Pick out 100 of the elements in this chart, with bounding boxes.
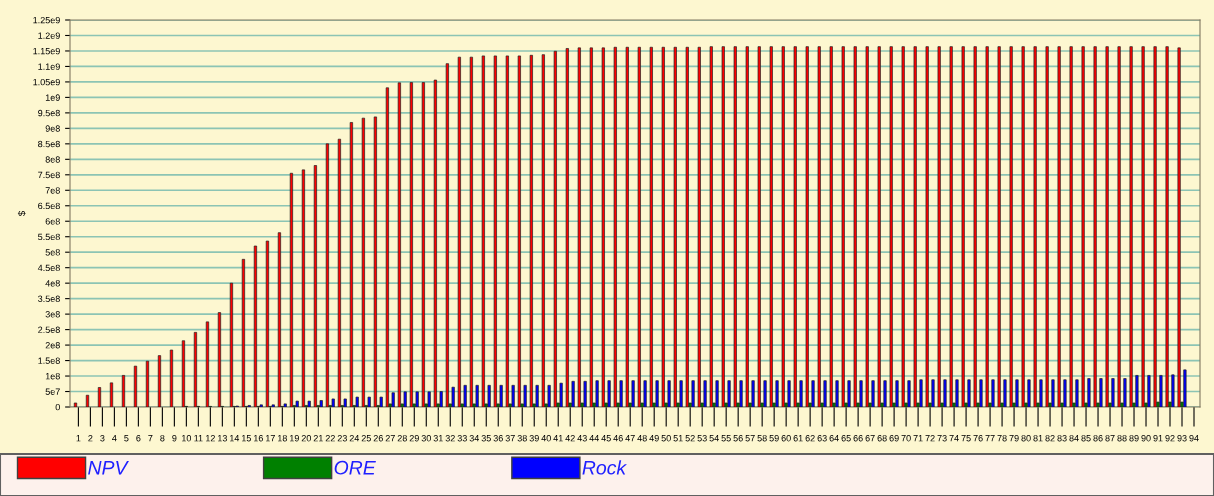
bar <box>169 349 174 407</box>
y-tick-label: 1.1e9 <box>38 63 60 70</box>
y-tick-label: 9.5e8 <box>38 109 60 117</box>
bar <box>349 122 353 407</box>
bar <box>277 232 281 407</box>
bar <box>505 55 509 407</box>
x-tick-label: 32 <box>445 435 455 442</box>
bar <box>337 138 341 407</box>
y-tick-label: 0 <box>55 403 60 411</box>
x-tick-label: 68 <box>877 435 887 442</box>
x-tick-label: 14 <box>230 435 240 442</box>
y-tick-label: 1.05e9 <box>33 78 60 86</box>
bar <box>481 55 485 407</box>
x-tick-label: 94 <box>1189 435 1199 442</box>
x-tick-label: 30 <box>421 435 431 442</box>
bar <box>205 321 210 407</box>
x-tick-label: 70 <box>901 435 911 442</box>
x-tick-label: 41 <box>553 435 563 442</box>
bar <box>985 46 989 407</box>
bar <box>679 380 683 407</box>
bar <box>595 380 599 407</box>
x-tick-label: 85 <box>1081 435 1091 442</box>
x-tick-label: 47 <box>625 435 635 442</box>
bar <box>931 379 935 407</box>
bar <box>469 56 473 407</box>
bar <box>409 82 413 407</box>
bar <box>1033 46 1037 407</box>
x-tick-label: 80 <box>1021 435 1031 442</box>
bar <box>739 380 743 407</box>
bar <box>367 396 371 407</box>
bar <box>487 384 491 407</box>
x-tick-label: 54 <box>709 435 719 442</box>
y-tick-label: 6e8 <box>45 218 60 225</box>
x-tick-label: 76 <box>973 435 983 442</box>
bar <box>1081 46 1085 407</box>
bar <box>1015 379 1019 407</box>
x-tick-label: 75 <box>961 435 971 442</box>
x-tick-label: 31 <box>433 435 443 442</box>
bar <box>613 46 617 407</box>
x-tick-label: 1 <box>76 435 81 442</box>
bar <box>907 380 911 407</box>
x-tick-label: 49 <box>649 435 659 442</box>
bar <box>787 380 791 407</box>
x-tick-label: 55 <box>721 435 731 442</box>
bar <box>157 355 162 407</box>
bar <box>397 82 401 407</box>
x-tick-label: 62 <box>805 435 815 442</box>
y-tick-label: 4.5e8 <box>37 264 60 272</box>
bar <box>871 380 875 407</box>
bar <box>865 46 869 407</box>
bar <box>1045 46 1049 407</box>
x-tick-label: 29 <box>409 435 419 442</box>
bar <box>319 400 323 407</box>
x-tick-label: 34 <box>469 435 480 442</box>
x-tick-label: 86 <box>1093 435 1103 442</box>
bar <box>457 56 461 407</box>
x-tick-label: 42 <box>565 435 575 442</box>
bar <box>181 340 186 407</box>
bar <box>619 380 623 407</box>
x-tick-label: 4 <box>112 435 117 442</box>
bar <box>1021 46 1025 407</box>
bar <box>295 400 299 407</box>
bar <box>391 392 395 407</box>
y-tick-label: 1.5e8 <box>38 357 60 364</box>
bar <box>331 398 335 407</box>
y-tick-label: 8.5e8 <box>38 140 60 148</box>
x-tick-label: 39 <box>529 435 539 442</box>
x-tick-label: 43 <box>577 435 587 442</box>
bar <box>325 143 329 407</box>
bar <box>523 384 527 407</box>
bar <box>1129 46 1133 407</box>
bar <box>529 54 533 407</box>
bar <box>745 46 749 407</box>
bar <box>307 400 311 407</box>
bar <box>403 391 407 407</box>
bar <box>385 87 389 407</box>
bar <box>1057 46 1061 407</box>
bar <box>733 46 737 407</box>
x-tick-label: 8 <box>160 435 165 442</box>
bar <box>583 380 587 407</box>
bar <box>193 332 198 407</box>
bar <box>877 46 881 407</box>
bar <box>577 47 581 407</box>
y-tick-label: 5e7 <box>45 388 60 395</box>
y-tick-label: 1e8 <box>45 373 60 380</box>
bar <box>571 380 575 407</box>
bar <box>769 46 773 407</box>
x-tick-label: 91 <box>1153 435 1163 442</box>
x-tick-label: 6 <box>136 435 141 442</box>
bar <box>703 380 707 407</box>
bar <box>451 386 455 407</box>
bar <box>1171 374 1175 407</box>
x-tick-label: 64 <box>829 435 839 442</box>
bar <box>925 46 929 407</box>
bar <box>361 117 365 407</box>
bar <box>721 46 725 407</box>
bar <box>979 379 983 407</box>
x-tick-label: 88 <box>1117 435 1127 442</box>
bar <box>631 380 635 407</box>
x-tick-label: 48 <box>637 435 647 442</box>
